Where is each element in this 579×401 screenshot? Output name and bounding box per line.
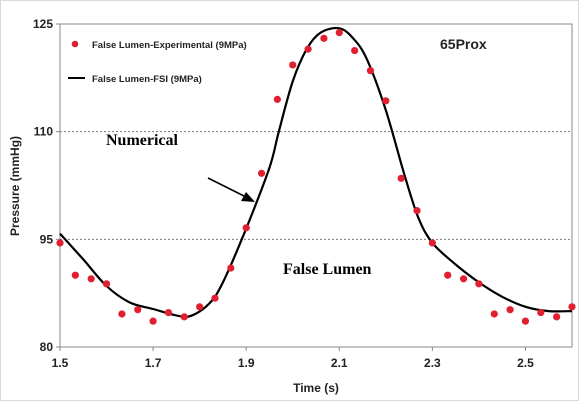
legend-label-fsi: False Lumen-FSI (9MPa): [92, 74, 202, 85]
legend: False Lumen-Experimental (9MPa) False Lu…: [68, 40, 247, 85]
experimental-point: [320, 34, 328, 42]
x-tick-label: 1.9: [238, 356, 255, 370]
experimental-point: [71, 271, 79, 279]
experimental-series: [56, 29, 576, 325]
experimental-point: [102, 280, 111, 288]
annotation-65prox: 65Prox: [440, 36, 487, 52]
x-tick-label: 1.5: [52, 356, 69, 370]
x-axis-title: Time (s): [293, 381, 339, 395]
y-tick-label: 110: [34, 125, 54, 139]
experimental-point: [490, 310, 498, 318]
experimental-point: [211, 294, 219, 302]
x-ticks: 1.5 1.7 1.9 2.1 2.3 2.5: [52, 347, 534, 370]
experimental-point: [196, 303, 204, 311]
experimental-point: [227, 264, 235, 272]
experimental-point: [382, 97, 390, 105]
experimental-point: [397, 174, 405, 182]
experimental-point: [118, 310, 126, 318]
experimental-point: [289, 61, 297, 69]
experimental-point: [242, 224, 250, 232]
experimental-point: [87, 275, 95, 283]
experimental-point: [506, 306, 514, 314]
experimental-point: [568, 303, 576, 311]
y-ticks: 80 95 110 125: [33, 17, 60, 354]
x-tick-label: 2.5: [517, 356, 534, 370]
annotation-numerical: Numerical: [106, 132, 179, 149]
experimental-point: [459, 275, 468, 283]
experimental-point: [413, 207, 421, 215]
experimental-point: [149, 317, 157, 325]
experimental-point: [537, 308, 545, 317]
x-tick-label: 2.1: [331, 356, 348, 370]
experimental-point: [475, 280, 483, 288]
experimental-point: [553, 313, 561, 321]
annotation-arrow: [207, 177, 255, 202]
experimental-point: [428, 239, 436, 247]
x-tick-label: 1.7: [145, 356, 162, 370]
experimental-point: [134, 306, 142, 314]
experimental-point: [366, 67, 375, 75]
experimental-point: [304, 45, 312, 53]
y-tick-label: 80: [40, 340, 54, 354]
annotation-false-lumen: False Lumen: [283, 261, 372, 278]
experimental-point: [257, 169, 266, 177]
experimental-point: [444, 271, 452, 279]
experimental-point: [164, 308, 173, 317]
experimental-point: [521, 317, 530, 325]
legend-marker-experimental: [71, 40, 79, 48]
x-tick-label: 2.3: [424, 356, 441, 370]
experimental-point: [56, 239, 64, 247]
y-tick-label: 95: [40, 232, 54, 246]
y-axis-title: Pressure (mmHg): [8, 136, 22, 236]
experimental-point: [180, 313, 188, 321]
y-tick-label: 125: [33, 17, 53, 31]
legend-label-experimental: False Lumen-Experimental (9MPa): [92, 40, 247, 51]
plot-area: [59, 23, 573, 348]
experimental-point: [273, 95, 281, 103]
experimental-point: [351, 46, 359, 55]
grid: [60, 131, 572, 240]
experimental-point: [335, 29, 343, 37]
